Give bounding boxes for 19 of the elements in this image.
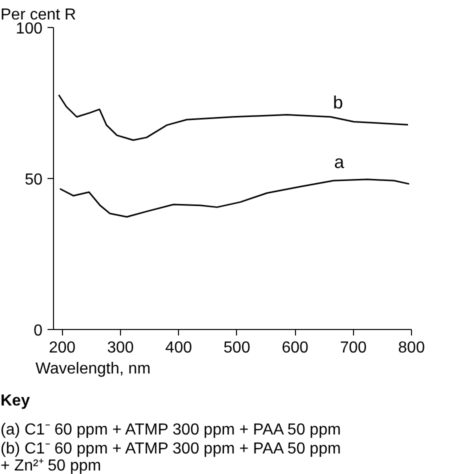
- line-series: [58, 94, 409, 141]
- y-tick-label: 100: [16, 20, 43, 38]
- x-tick-label: 600: [282, 340, 309, 356]
- text: (b) C1⁻ 60 ppm + ATMP 300 ppm + PAA 50 ppm + Zn²⁺ 50 ppm: [0, 440, 341, 474]
- x-tick-label: 700: [340, 340, 367, 356]
- x-tick-label: 400: [165, 340, 192, 356]
- y-axis-title: Per cent R: [0, 6, 76, 24]
- text: Key: [0, 392, 30, 410]
- series-label: a: [334, 152, 346, 172]
- x-axis-title: Wavelength, nm: [36, 360, 151, 378]
- x-tick-label: 200: [48, 340, 76, 356]
- x-tick-label: 800: [398, 340, 425, 356]
- x-tick-label: 500: [224, 340, 250, 356]
- x-tick-label: 300: [107, 340, 134, 356]
- text: (a) C1⁻ 60 ppm + ATMP 300 ppm + PAA 50 ppm: [0, 422, 341, 438]
- y-tick-label: 0: [34, 322, 43, 340]
- y-tick-label: 50: [24, 172, 43, 188]
- line-series: [59, 178, 410, 218]
- series-label: b: [333, 92, 344, 113]
